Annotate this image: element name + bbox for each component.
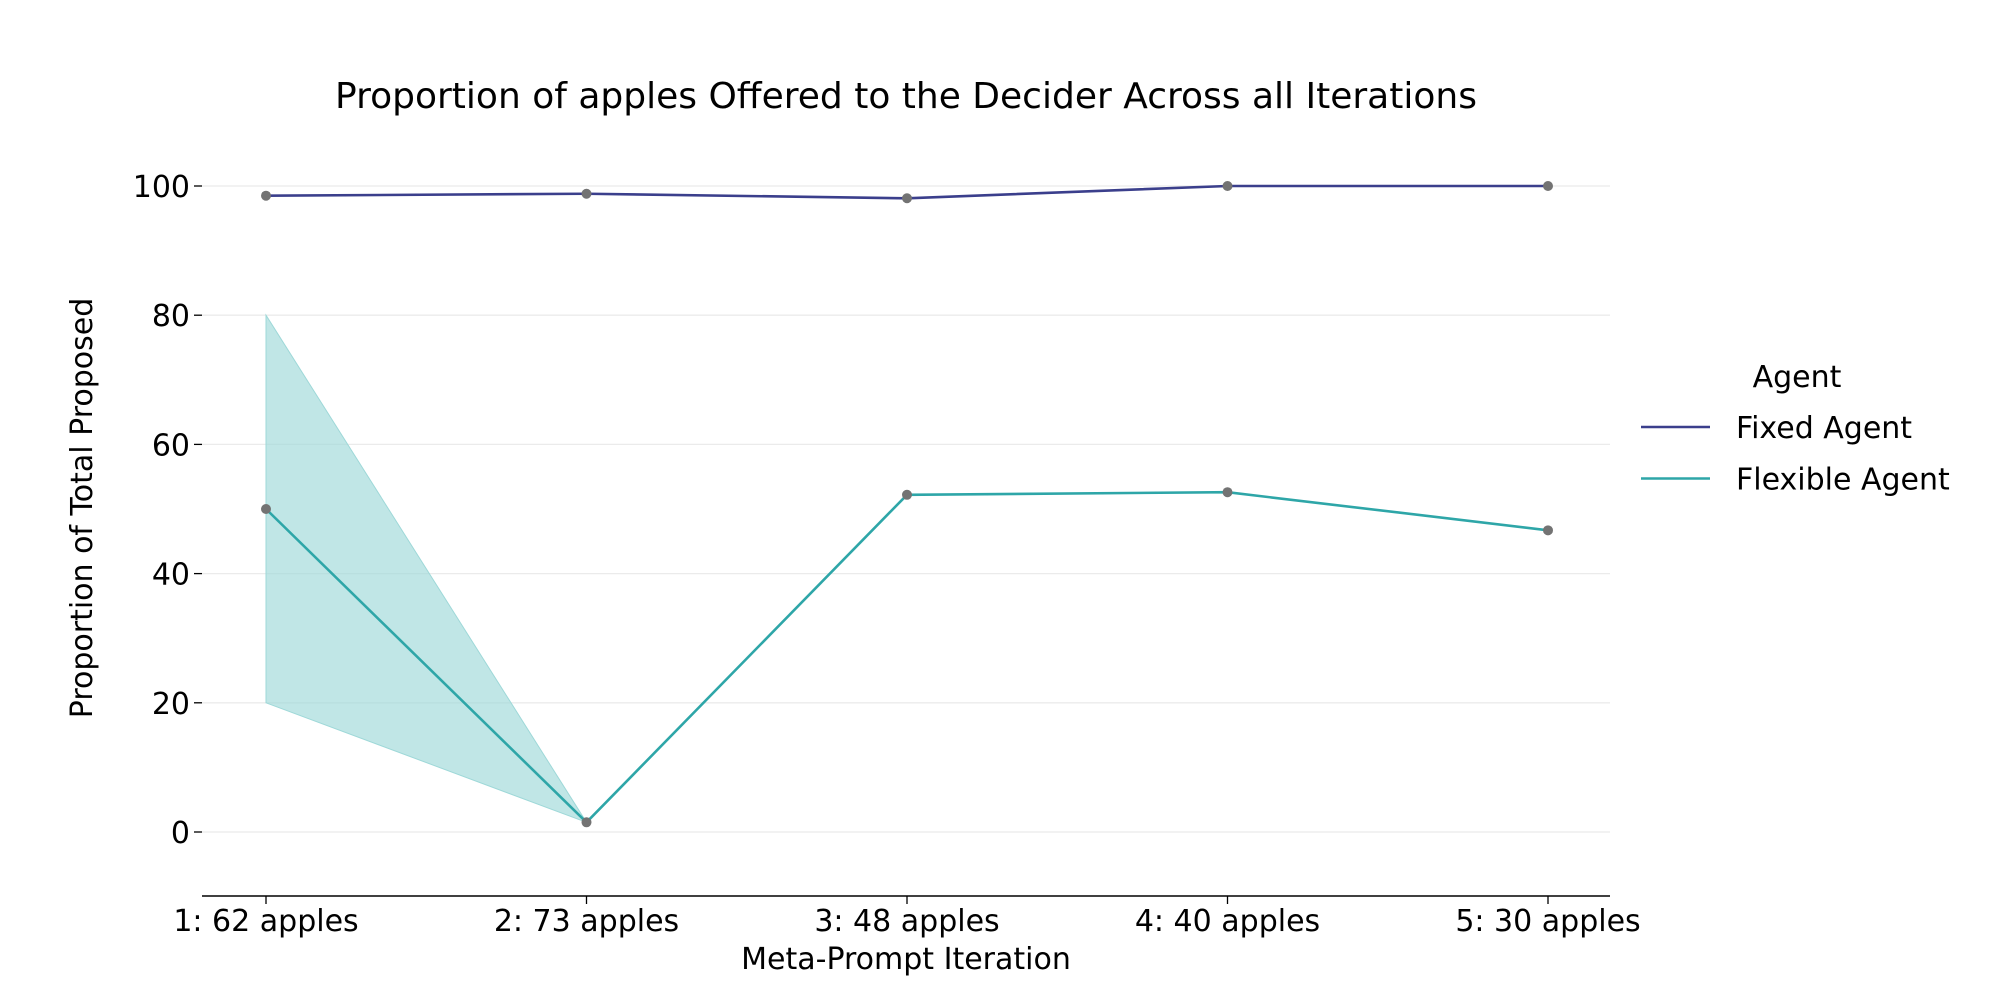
x-tick-label-2: 2: 73 apples — [494, 904, 679, 939]
legend: Agent Fixed Agent Flexible Agent — [1641, 360, 1950, 498]
legend-title: Agent — [1753, 360, 1842, 395]
y-axis-ticks: 0 20 40 60 80 100 — [133, 170, 202, 851]
data-point-flexible-agent-4 — [1222, 487, 1233, 498]
data-point-fixed-agent-1 — [261, 190, 271, 201]
y-tick-label-40: 40 — [152, 558, 190, 593]
data-point-flexible-agent-2 — [581, 817, 592, 828]
confidence-bands — [265, 313, 1549, 824]
x-tick-label-5: 5: 30 apples — [1455, 904, 1640, 939]
chart-title: Proportion of apples Offered to the Deci… — [335, 76, 1477, 117]
data-point-fixed-agent-2 — [581, 188, 592, 199]
y-tick-label-0: 0 — [171, 816, 190, 851]
data-point-flexible-agent-3 — [902, 489, 912, 500]
data-point-flexible-agent-1 — [261, 504, 271, 514]
y-tick-label-80: 80 — [152, 299, 190, 334]
data-points — [261, 181, 1553, 828]
x-tick-label-4: 4: 40 apples — [1135, 904, 1320, 939]
legend-label-fixed-agent: Fixed Agent — [1736, 411, 1912, 446]
data-point-fixed-agent-3 — [902, 193, 912, 204]
ci-band-flexible-agent — [265, 313, 1549, 824]
data-point-fixed-agent-4 — [1222, 181, 1233, 191]
x-tick-label-1: 1: 62 apples — [173, 904, 358, 939]
data-point-fixed-agent-5 — [1543, 181, 1553, 191]
y-axis-label: Proportion of Total Proposed — [65, 298, 100, 719]
legend-label-flexible-agent: Flexible Agent — [1736, 463, 1950, 498]
y-tick-label-100: 100 — [133, 170, 190, 205]
x-axis-ticks: 1: 62 apples 2: 73 apples 3: 48 apples 4: 4… — [173, 896, 1641, 939]
x-axis-label: Meta-Prompt Iteration — [741, 942, 1071, 977]
y-tick-label-60: 60 — [152, 428, 190, 463]
x-tick-label-3: 3: 48 apples — [814, 904, 999, 939]
data-point-flexible-agent-5 — [1543, 525, 1553, 536]
y-tick-label-20: 20 — [152, 687, 190, 722]
